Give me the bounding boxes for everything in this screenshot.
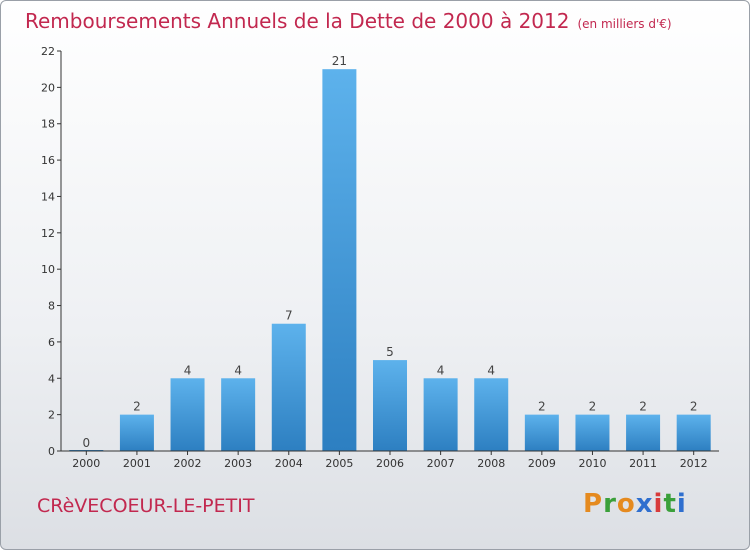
x-tick-label-2008: 2008 xyxy=(477,457,505,470)
chart-unit: (en milliers d'€) xyxy=(577,17,672,31)
x-tick-label-2007: 2007 xyxy=(427,457,455,470)
y-axis: 0 2 4 6 8 10 12 14 16 18 20 22 xyxy=(41,45,62,458)
y-tick-label: 18 xyxy=(41,118,55,131)
bar-2008 xyxy=(474,378,509,451)
data-label-2007: 4 xyxy=(437,363,445,377)
x-tick-label-2009: 2009 xyxy=(528,457,556,470)
x-tick-label-2011: 2011 xyxy=(629,457,657,470)
logo-letter: x xyxy=(635,489,654,519)
bar-2012 xyxy=(676,414,711,451)
x-tick-label-2003: 2003 xyxy=(224,457,252,470)
data-label-2000: 0 xyxy=(82,436,90,450)
y-tick-label: 16 xyxy=(41,154,55,167)
logo-letter: P xyxy=(583,489,604,519)
x-tick-label-2004: 2004 xyxy=(275,457,303,470)
bar-2010 xyxy=(575,414,610,451)
data-label-2002: 4 xyxy=(184,363,192,377)
bar-2004 xyxy=(271,323,306,451)
x-tick-label-2006: 2006 xyxy=(376,457,404,470)
y-tick-label: 22 xyxy=(41,45,55,58)
bar-2009 xyxy=(524,414,559,451)
chart-title: Remboursements Annuels de la Dette de 20… xyxy=(25,9,672,33)
data-label-2004: 7 xyxy=(285,309,293,323)
x-tick-label-2000: 2000 xyxy=(72,457,100,470)
x-tick-label-2001: 2001 xyxy=(123,457,151,470)
y-tick-label: 14 xyxy=(41,190,55,203)
bar-2011 xyxy=(626,414,661,451)
data-label-2003: 4 xyxy=(234,363,242,377)
bar-2003 xyxy=(221,378,256,451)
y-tick-label: 0 xyxy=(48,445,55,458)
y-tick-label: 6 xyxy=(48,336,55,349)
bar-2007 xyxy=(423,378,458,451)
bar-2002 xyxy=(170,378,205,451)
bar-2005 xyxy=(322,69,357,451)
y-tick-label: 20 xyxy=(41,81,55,94)
logo-letter: r xyxy=(603,489,617,519)
y-tick-label: 10 xyxy=(41,263,55,276)
y-tick-label: 2 xyxy=(48,409,55,422)
logo-letter: t xyxy=(663,489,677,519)
data-label-2009: 2 xyxy=(538,400,546,414)
x-tick-label-2010: 2010 xyxy=(578,457,606,470)
y-tick-label: 12 xyxy=(41,227,55,240)
commune-name: CRèVECOEUR-LE-PETIT xyxy=(37,495,255,517)
y-tick-label: 8 xyxy=(48,300,55,313)
logo-letter: o xyxy=(616,489,636,519)
y-tick-label: 4 xyxy=(48,372,55,385)
logo-letter: i xyxy=(653,489,664,519)
x-axis: 2000 2001 2002 2003 2004 2005 2006 2007 2008 2009… xyxy=(61,450,719,470)
bars: 0 2 4 4 7 21 5 4 4 2 2 2 2 xyxy=(69,54,711,451)
data-label-2006: 5 xyxy=(386,345,394,359)
x-tick-label-2012: 2012 xyxy=(680,457,708,470)
bar-2006 xyxy=(373,360,407,451)
data-label-2008: 4 xyxy=(487,363,495,377)
bar-2001 xyxy=(119,414,154,451)
x-tick-label-2005: 2005 xyxy=(325,457,353,470)
proxiti-logo: Proxiti xyxy=(583,489,687,519)
data-label-2011: 2 xyxy=(639,400,647,414)
data-label-2012: 2 xyxy=(690,400,698,414)
logo-letter: i xyxy=(676,489,687,519)
x-tick-label-2002: 2002 xyxy=(174,457,202,470)
data-label-2010: 2 xyxy=(589,400,597,414)
chart-title-text: Remboursements Annuels de la Dette de 20… xyxy=(25,9,570,33)
data-label-2001: 2 xyxy=(133,400,141,414)
data-label-2005: 21 xyxy=(332,54,347,68)
